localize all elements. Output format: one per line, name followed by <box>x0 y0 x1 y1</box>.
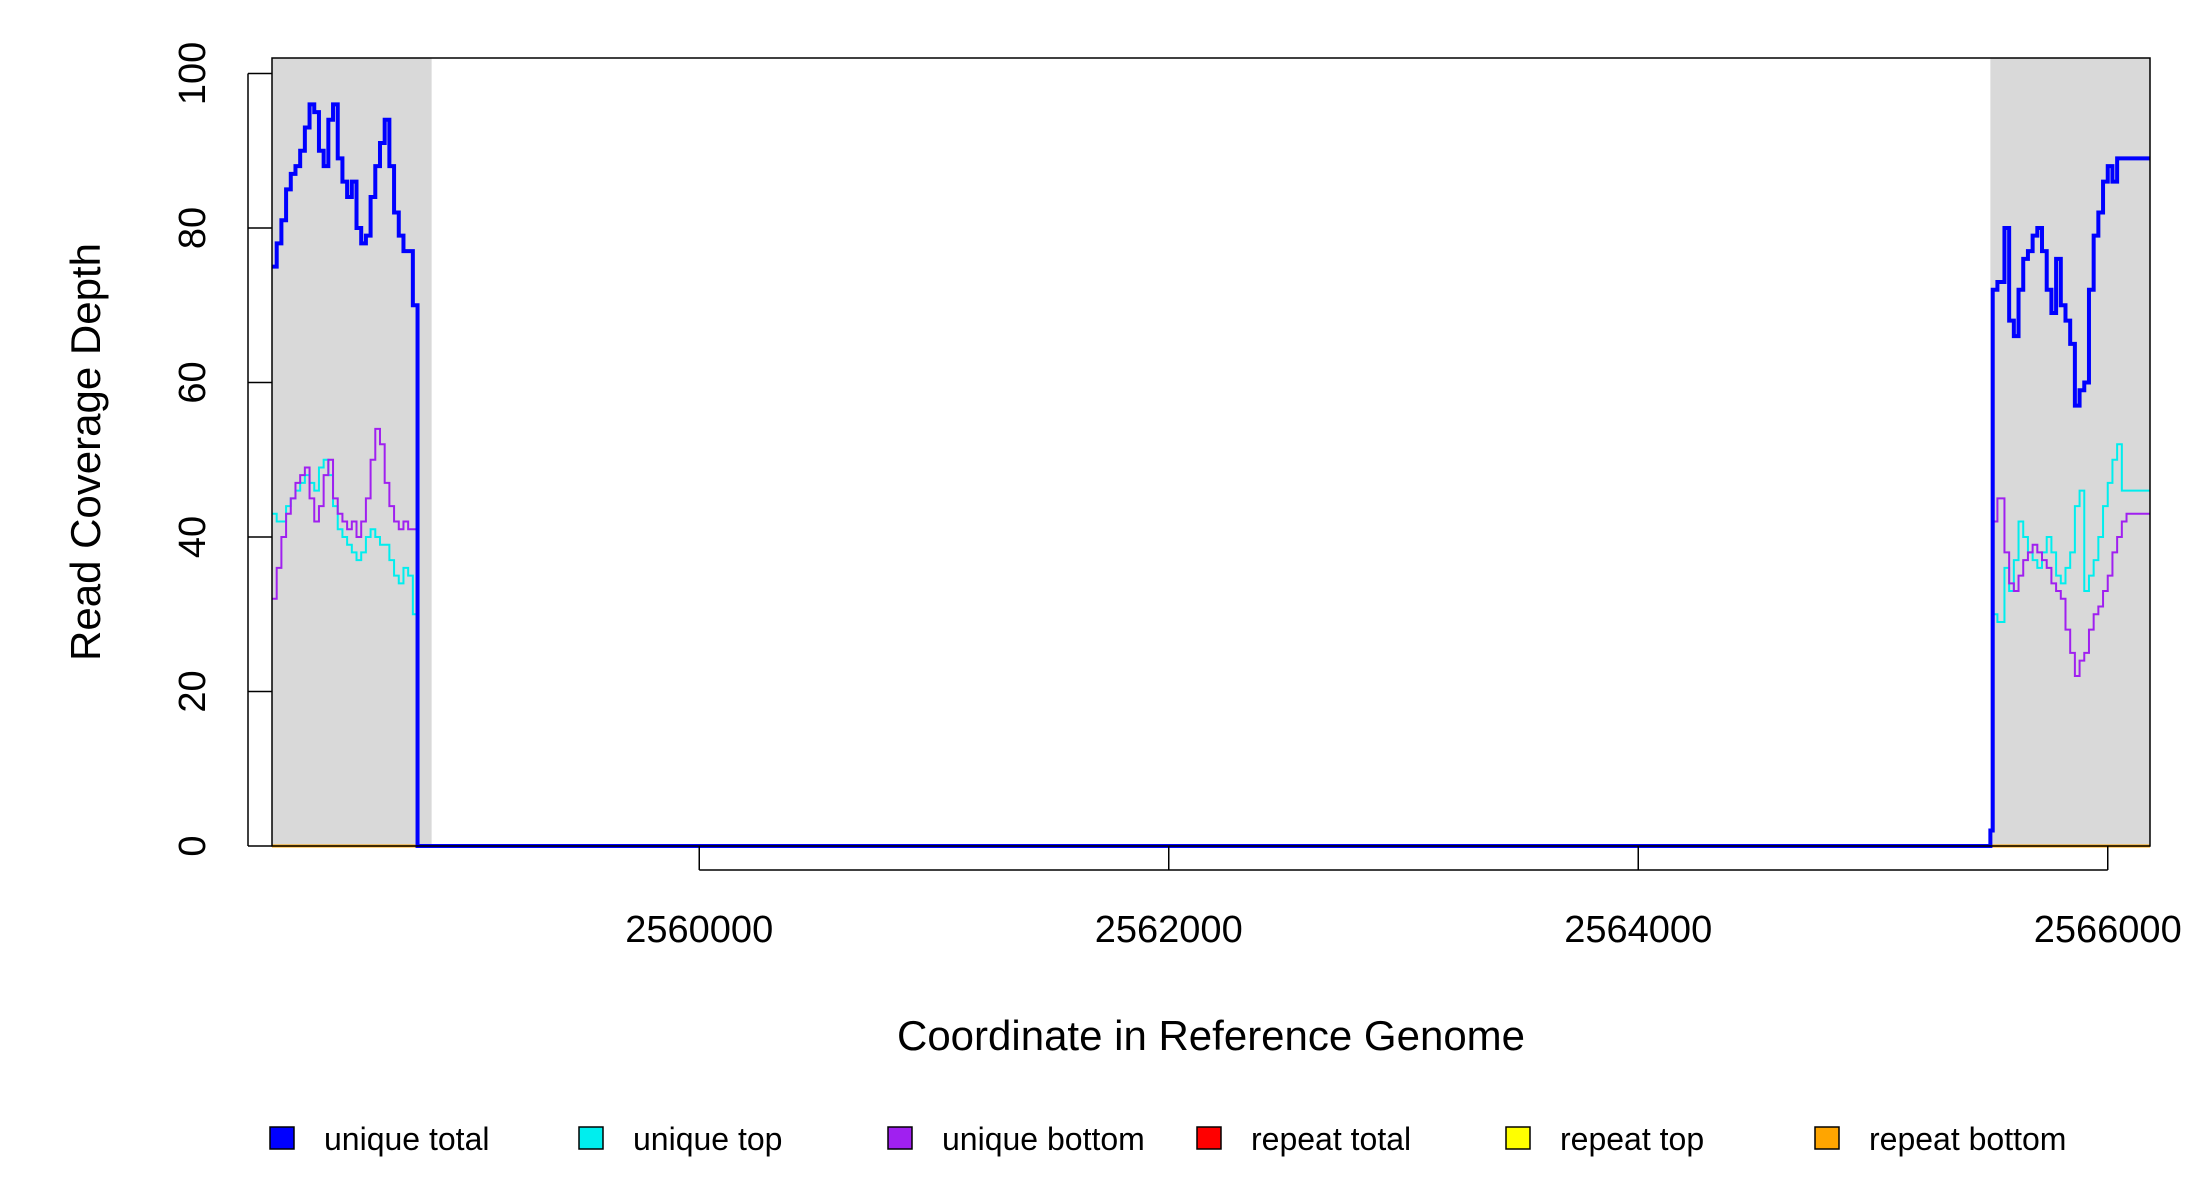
series-line-unique-bottom <box>272 427 2150 847</box>
y-tick-label: 40 <box>172 516 214 558</box>
shaded-region-0 <box>272 58 432 846</box>
x-tick-label: 2564000 <box>1564 909 1712 951</box>
legend-label: repeat total <box>1251 1121 1411 1157</box>
series-lines <box>272 102 2150 848</box>
y-tick-label: 80 <box>172 207 214 249</box>
series-line-unique-total <box>272 102 2150 848</box>
series-line-unique-top <box>272 443 2150 847</box>
y-axis-title: Read Coverage Depth <box>62 243 109 661</box>
legend-swatch <box>1505 1126 1531 1150</box>
legend-swatch <box>269 1126 295 1150</box>
x-tick-label: 2566000 <box>2034 909 2182 951</box>
x-axis-title: Coordinate in Reference Genome <box>897 1012 1525 1059</box>
legend: unique total unique top unique bottom repea… <box>269 1121 2066 1157</box>
legend-label: repeat top <box>1560 1121 1704 1157</box>
legend-label: repeat bottom <box>1869 1121 2066 1157</box>
plot-frame <box>271 57 2151 847</box>
x-tick-label: 2562000 <box>1095 909 1243 951</box>
y-axis: 0 20 40 60 80 100 <box>172 42 272 857</box>
x-tick-label: 2560000 <box>625 909 773 951</box>
legend-label: unique top <box>633 1121 782 1157</box>
legend-swatch <box>887 1126 913 1150</box>
y-tick-label: 60 <box>172 361 214 403</box>
legend-label: unique bottom <box>942 1121 1145 1157</box>
shaded-region-1 <box>1990 58 2150 846</box>
y-tick-label: 20 <box>172 670 214 712</box>
legend-swatch <box>578 1126 604 1150</box>
legend-swatch <box>1196 1126 1222 1150</box>
legend-swatch <box>1814 1126 1840 1150</box>
y-tick-label: 0 <box>172 835 214 856</box>
legend-label: unique total <box>324 1121 489 1157</box>
x-axis: 2560000 2562000 2564000 2566000 <box>625 846 2182 951</box>
shaded-regions <box>272 58 2150 846</box>
y-tick-label: 100 <box>172 42 214 105</box>
